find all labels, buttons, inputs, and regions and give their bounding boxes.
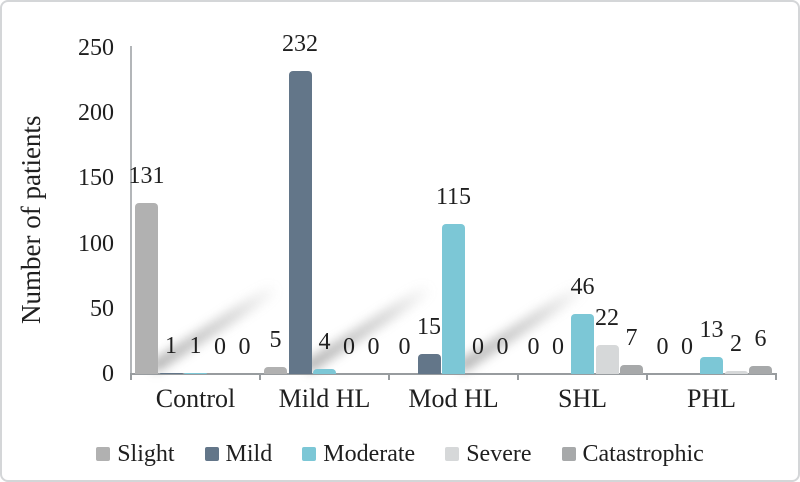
bar-value-label: 5 <box>269 327 282 354</box>
legend-item: Severe <box>445 441 532 467</box>
x-axis-tick <box>646 374 648 380</box>
bar <box>442 224 465 374</box>
bar-value-label: 232 <box>282 31 318 58</box>
x-axis-line <box>130 373 777 375</box>
bar-value-label: 0 <box>552 334 564 360</box>
bar <box>724 371 748 374</box>
bar-shadow <box>301 281 435 374</box>
bar <box>184 372 207 374</box>
legend-swatch <box>445 447 460 461</box>
category-label: Control <box>155 384 236 413</box>
bar <box>135 203 158 374</box>
y-tick-label: 0 <box>102 361 114 387</box>
bar <box>313 368 336 374</box>
bar-value-label: 1 <box>189 332 202 359</box>
bar <box>571 314 594 374</box>
bar-value-label: 7 <box>625 324 638 351</box>
bar <box>159 372 183 374</box>
y-tick-label: 200 <box>78 100 114 127</box>
bar <box>417 354 441 374</box>
legend-label: Severe <box>466 441 532 467</box>
bar <box>288 71 312 374</box>
bar-value-label: 0 <box>527 334 540 360</box>
y-tick-label: 150 <box>78 165 114 192</box>
category-label: PHL <box>686 384 737 413</box>
bar-value-label: 4 <box>318 328 331 355</box>
bar-value-label: 46 <box>570 274 595 301</box>
bar-value-label: 115 <box>435 184 472 211</box>
legend-label: Mild <box>225 441 273 467</box>
y-tick-label: 100 <box>78 230 114 257</box>
legend-swatch <box>204 447 219 461</box>
bar-value-label: 15 <box>417 314 441 341</box>
bar-value-label: 131 <box>128 163 165 190</box>
category-label: Mild HL <box>278 384 371 413</box>
legend-item: Catastrophic <box>561 441 704 467</box>
y-axis-line <box>130 46 132 374</box>
y-tick-label: 50 <box>90 295 114 322</box>
bar-value-label: 0 <box>367 334 380 360</box>
category-label: Mod HL <box>408 384 499 413</box>
bar-value-label: 0 <box>681 334 693 360</box>
bar-value-label: 2 <box>730 331 742 358</box>
legend-swatch <box>96 447 111 461</box>
x-axis-tick <box>388 374 390 380</box>
bar <box>749 366 772 374</box>
bar-value-label: 0 <box>656 334 669 360</box>
bar <box>595 345 619 374</box>
category-label: SHL <box>557 384 608 413</box>
legend-label: Moderate <box>323 441 416 467</box>
bar <box>264 367 287 374</box>
legend-label: Catastrophic <box>582 441 704 467</box>
legend-label: Slight <box>117 441 175 467</box>
bar <box>620 364 643 374</box>
bar-value-label: 0 <box>496 334 509 360</box>
bar-shadow <box>147 281 281 374</box>
bar-value-label: 6 <box>754 326 767 353</box>
y-tick-label: 250 <box>78 35 114 61</box>
legend-swatch <box>561 447 576 461</box>
bar-value-label: 1 <box>165 332 177 359</box>
bar-value-label: 0 <box>472 334 484 360</box>
bar-value-label: 0 <box>398 334 411 360</box>
legend-swatch <box>302 447 317 461</box>
bar-value-label: 0 <box>214 334 226 360</box>
bar-shadow <box>454 281 588 374</box>
bar-value-label: 0 <box>238 334 251 360</box>
bar-value-label: 22 <box>595 305 619 332</box>
bar-value-label: 13 <box>699 317 724 344</box>
legend-item: Mild <box>204 441 273 467</box>
x-axis-tick <box>517 374 519 380</box>
legend-item: Moderate <box>302 441 415 467</box>
x-axis-tick <box>775 374 777 380</box>
bar <box>700 357 723 374</box>
bar-value-label: 0 <box>343 334 355 360</box>
legend: Slight Mild Moderate Severe Catastrophic <box>2 441 798 467</box>
x-axis-tick <box>130 374 132 380</box>
legend-item: Slight <box>96 441 175 467</box>
x-axis-tick <box>259 374 261 380</box>
